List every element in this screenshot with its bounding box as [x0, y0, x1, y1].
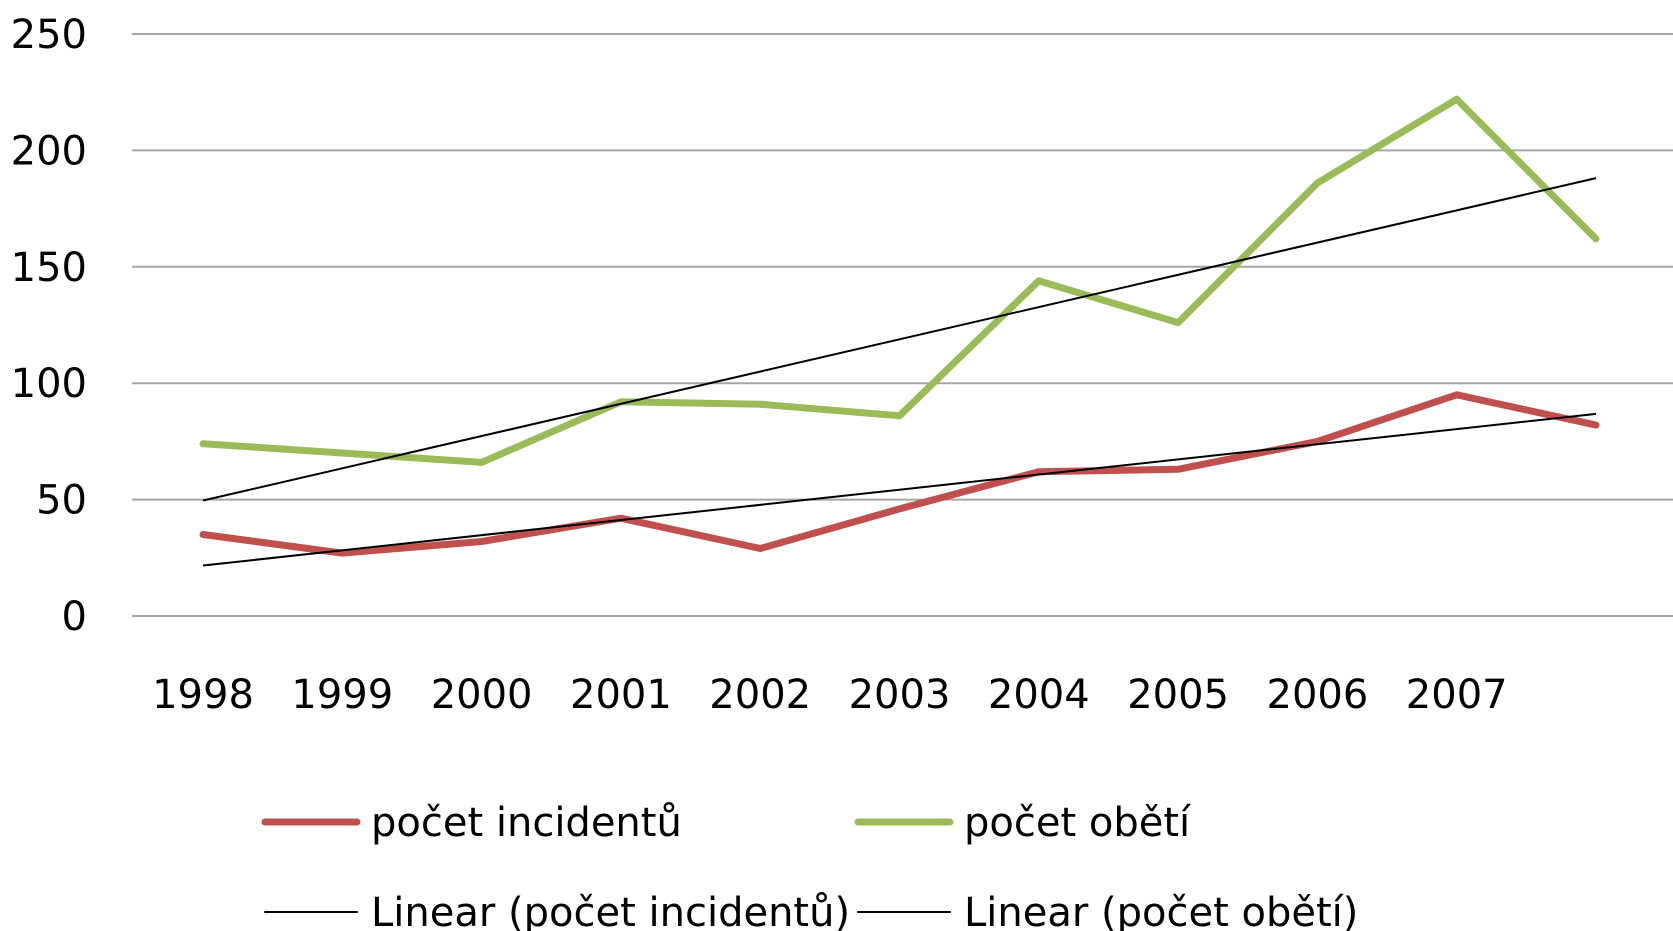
x-tick-label-1998: 1998 [152, 672, 254, 718]
legend-entry-series-1: počet incidentů [261, 800, 682, 846]
x-tick-label-1999: 1999 [291, 672, 393, 718]
trendlines [202, 177, 1597, 567]
gridlines [132, 33, 1673, 617]
trendline-2 [202, 177, 1597, 502]
x-tick-label-2000: 2000 [431, 672, 533, 718]
x-axis-tick-labels: 1998 1999 2000 2001 2002 2003 2004 2005 2006 2007 [152, 672, 1507, 718]
x-tick-label-2005: 2005 [1127, 672, 1229, 718]
x-tick-label-2007: 2007 [1406, 672, 1508, 718]
y-axis-tick-labels: 0 50 100 150 200 250 [11, 12, 87, 640]
legend: počet incidentů počet obětí Linear (počet … [261, 800, 1358, 931]
legend-entry-series-2-label: počet obětí [964, 800, 1192, 846]
y-tick-label-50: 50 [36, 478, 87, 524]
y-tick-label-250: 250 [11, 12, 87, 58]
series-line-2 [199, 95, 1600, 466]
legend-entry-series-2: počet obětí [854, 800, 1192, 846]
y-tick-label-200: 200 [11, 128, 87, 174]
series-lines [199, 95, 1600, 557]
y-tick-label-0: 0 [62, 594, 87, 640]
series-line-1 [199, 391, 1600, 557]
x-tick-label-2006: 2006 [1267, 672, 1369, 718]
x-tick-label-2003: 2003 [849, 672, 951, 718]
x-tick-label-2001: 2001 [570, 672, 672, 718]
legend-entry-trend-1: Linear (počet incidentů) [264, 890, 850, 931]
trendline-1 [202, 412, 1597, 567]
legend-entry-trend-1-label: Linear (počet incidentů) [371, 890, 850, 931]
x-tick-label-2004: 2004 [988, 672, 1090, 718]
y-tick-label-150: 150 [11, 245, 87, 291]
legend-entry-series-1-label: počet incidentů [371, 800, 682, 846]
legend-entry-trend-2: Linear (počet obětí) [857, 890, 1358, 931]
x-tick-label-2002: 2002 [709, 672, 811, 718]
y-tick-label-100: 100 [11, 361, 87, 407]
legend-entry-trend-2-label: Linear (počet obětí) [964, 890, 1358, 931]
